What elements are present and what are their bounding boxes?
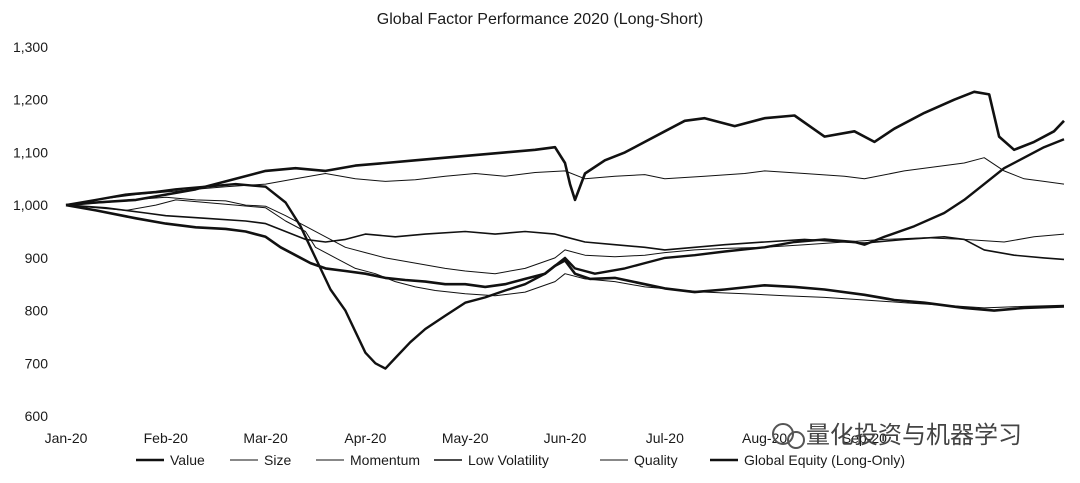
x-tick-label: Jun-20 bbox=[544, 430, 587, 446]
legend-label: Size bbox=[264, 452, 291, 468]
legend-item: Value bbox=[136, 452, 205, 468]
y-tick-label: 800 bbox=[25, 303, 49, 319]
series-line-6 bbox=[65, 138, 1065, 370]
legend-label: Quality bbox=[634, 452, 678, 468]
legend-item: Low Volatility bbox=[434, 452, 549, 468]
wechat-icon bbox=[772, 423, 805, 449]
legend-label: Low Volatility bbox=[468, 452, 549, 468]
x-tick-label: Sep-20 bbox=[842, 430, 887, 446]
y-tick-label: 700 bbox=[25, 355, 49, 371]
series-line-5 bbox=[65, 199, 1065, 309]
chart-title: Global Factor Performance 2020 (Long-Sho… bbox=[377, 11, 703, 28]
x-axis: Jan-20 Feb-20 Mar-20 Apr-20 May-20 Jun-20 Jul-… bbox=[45, 430, 888, 446]
series-line-7 bbox=[65, 90, 1065, 207]
y-tick-label: 1,200 bbox=[13, 92, 48, 108]
y-axis: 1,300 1,200 1,100 1,000 900 800 700 600 bbox=[13, 39, 48, 424]
watermark-text: 量化投资与机器学习 bbox=[806, 422, 1022, 449]
plot-area bbox=[65, 90, 1065, 370]
x-tick-label: Apr-20 bbox=[344, 430, 386, 446]
legend: Value Size Momentum Low Volatility Quality Gl… bbox=[136, 452, 905, 468]
legend-item: Quality bbox=[600, 452, 678, 468]
legend-label: Global Equity (Long-Only) bbox=[744, 452, 905, 468]
x-tick-label: Feb-20 bbox=[144, 430, 189, 446]
legend-label: Value bbox=[170, 452, 205, 468]
legend-item: Size bbox=[230, 452, 291, 468]
y-tick-label: 1,100 bbox=[13, 144, 48, 160]
y-tick-label: 900 bbox=[25, 250, 49, 266]
y-tick-label: 1,000 bbox=[13, 197, 48, 213]
x-tick-label: Jul-20 bbox=[646, 430, 684, 446]
series-line-4 bbox=[65, 204, 1065, 261]
series-line-1 bbox=[65, 203, 1065, 312]
x-tick-label: Mar-20 bbox=[243, 430, 288, 446]
legend-label: Momentum bbox=[350, 452, 420, 468]
watermark: 量化投资与机器学习 bbox=[772, 422, 1022, 449]
y-tick-label: 1,300 bbox=[13, 39, 48, 55]
legend-item: Global Equity (Long-Only) bbox=[710, 452, 905, 468]
x-tick-label: May-20 bbox=[442, 430, 489, 446]
x-tick-label: Jan-20 bbox=[45, 430, 88, 446]
y-tick-label: 600 bbox=[25, 408, 49, 424]
legend-item: Momentum bbox=[316, 452, 420, 468]
